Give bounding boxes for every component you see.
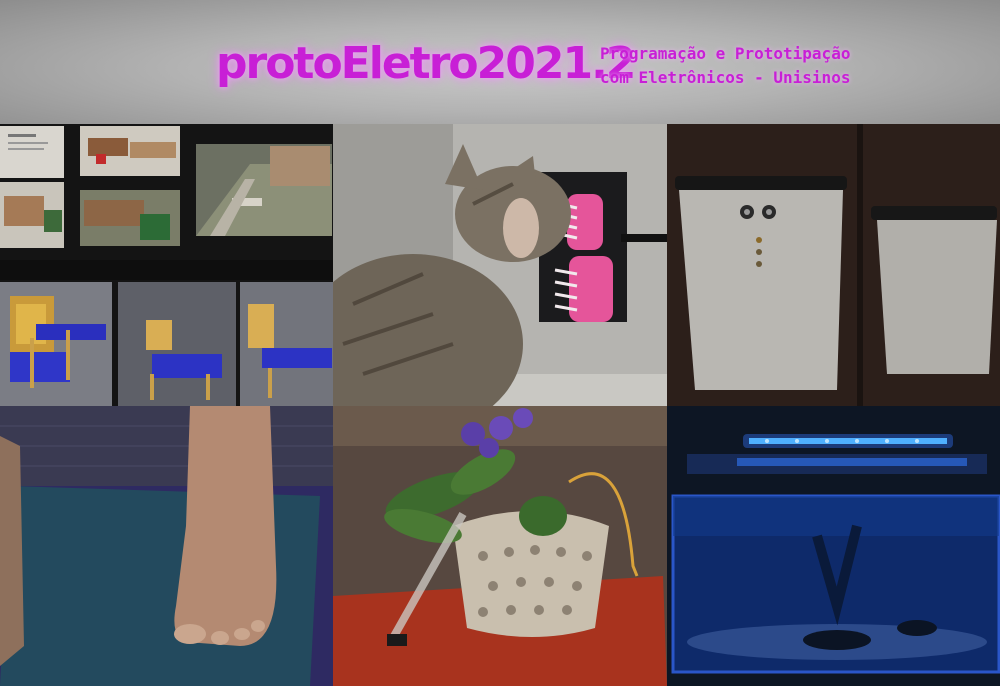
project-image-trash-bin (667, 124, 1000, 406)
cat-illustration (333, 124, 667, 406)
plant-illustration (333, 406, 667, 686)
page-subtitle: Programação e Prototipação com Eletrônic… (600, 42, 850, 90)
project-image-foot-mat (0, 406, 333, 686)
page-title: protoEletro2021.2 (216, 38, 636, 89)
subtitle-line-1: Programação e Prototipação (600, 44, 851, 63)
project-image-plant-pot (333, 406, 667, 686)
header-banner: protoEletro2021.2 Programação e Prototip… (0, 0, 1000, 124)
foot-illustration (0, 406, 333, 686)
project-image-livestock-mockups (0, 124, 333, 406)
mockups-illustration (0, 124, 333, 406)
project-image-aquarium (667, 406, 1000, 686)
bins-illustration (667, 124, 1000, 406)
project-image-cat-brush (333, 124, 667, 406)
aquarium-illustration (667, 406, 1000, 686)
subtitle-line-2: com Eletrônicos - Unisinos (600, 68, 851, 87)
